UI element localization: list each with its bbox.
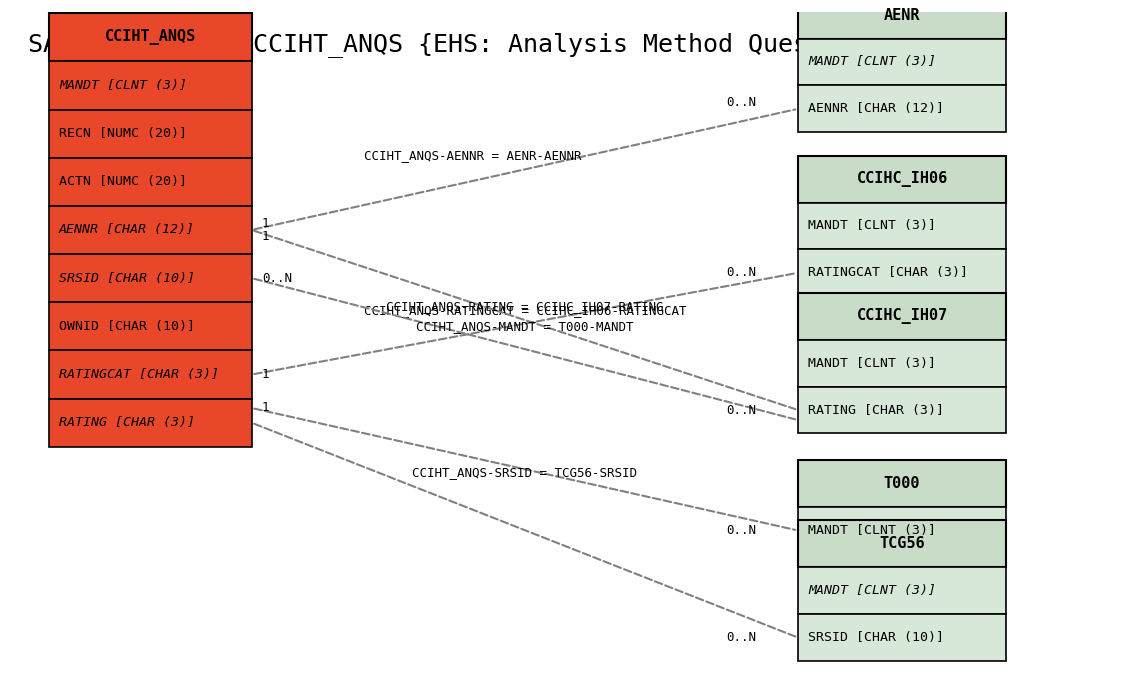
Text: 0..N: 0..N: [726, 403, 757, 416]
Text: AENR: AENR: [884, 8, 920, 23]
FancyBboxPatch shape: [49, 13, 252, 61]
FancyBboxPatch shape: [49, 61, 252, 109]
Text: CCIHT_ANQS-RATINGCAT = CCIHC_IH06-RATINGCAT: CCIHT_ANQS-RATINGCAT = CCIHC_IH06-RATING…: [363, 304, 686, 317]
Text: RATING [CHAR (3)]: RATING [CHAR (3)]: [809, 403, 944, 416]
Text: SRSID: SRSID: [809, 631, 848, 644]
FancyBboxPatch shape: [49, 206, 252, 254]
Text: SAP ABAP table CCIHT_ANQS {EHS: Analysis Method Questionnaire}: SAP ABAP table CCIHT_ANQS {EHS: Analysis…: [28, 32, 958, 57]
Text: 0..N: 0..N: [262, 272, 292, 285]
FancyBboxPatch shape: [797, 340, 1006, 387]
Text: MANDT: MANDT: [809, 219, 848, 233]
FancyBboxPatch shape: [797, 460, 1006, 507]
Text: T000: T000: [884, 476, 920, 491]
Text: MANDT [CLNT (3)]: MANDT [CLNT (3)]: [809, 356, 936, 369]
FancyBboxPatch shape: [797, 202, 1006, 249]
Text: 0..N: 0..N: [726, 524, 757, 537]
Text: MANDT [CLNT (3)]: MANDT [CLNT (3)]: [59, 79, 187, 92]
Text: CCIHT_ANQS-MANDT = T000-MANDT: CCIHT_ANQS-MANDT = T000-MANDT: [416, 321, 634, 334]
FancyBboxPatch shape: [797, 85, 1006, 132]
Text: MANDT: MANDT: [809, 356, 848, 369]
Text: 0..N: 0..N: [726, 631, 757, 644]
FancyBboxPatch shape: [797, 249, 1006, 297]
FancyBboxPatch shape: [49, 254, 252, 302]
Text: 1: 1: [262, 217, 270, 230]
Text: MANDT: MANDT: [809, 56, 848, 69]
FancyBboxPatch shape: [797, 39, 1006, 85]
Text: MANDT: MANDT: [809, 584, 848, 597]
Text: CCIHT_ANQS: CCIHT_ANQS: [105, 29, 195, 45]
Text: CCIHC_IH06: CCIHC_IH06: [856, 171, 948, 187]
FancyBboxPatch shape: [797, 293, 1006, 340]
FancyBboxPatch shape: [49, 109, 252, 158]
Text: RATINGCAT [CHAR (3)]: RATINGCAT [CHAR (3)]: [809, 266, 968, 279]
FancyBboxPatch shape: [797, 614, 1006, 661]
Text: SRSID [CHAR (10)]: SRSID [CHAR (10)]: [809, 631, 944, 644]
Text: OWNID [CHAR (10)]: OWNID [CHAR (10)]: [59, 320, 195, 333]
Text: CCIHC_IH07: CCIHC_IH07: [856, 308, 948, 324]
Text: MANDT [CLNT (3)]: MANDT [CLNT (3)]: [809, 584, 936, 597]
Text: AENNR [CHAR (12)]: AENNR [CHAR (12)]: [59, 224, 195, 237]
FancyBboxPatch shape: [797, 507, 1006, 554]
FancyBboxPatch shape: [797, 568, 1006, 614]
Text: RATINGCAT [CHAR (3)]: RATINGCAT [CHAR (3)]: [59, 368, 219, 381]
FancyBboxPatch shape: [797, 0, 1006, 39]
Text: 0..N: 0..N: [726, 266, 757, 279]
Text: 1: 1: [262, 402, 270, 414]
Text: CCIHT_ANQS-AENNR = AENR-AENNR: CCIHT_ANQS-AENNR = AENR-AENNR: [364, 149, 581, 162]
Text: ACTN [NUMC (20)]: ACTN [NUMC (20)]: [59, 175, 187, 189]
Text: SRSID [CHAR (10)]: SRSID [CHAR (10)]: [59, 272, 195, 285]
Text: RATINGCAT: RATINGCAT: [809, 266, 880, 279]
Text: 1: 1: [262, 230, 270, 243]
FancyBboxPatch shape: [797, 520, 1006, 568]
Text: RECN [NUMC (20)]: RECN [NUMC (20)]: [59, 127, 187, 140]
Text: RECN: RECN: [59, 127, 91, 140]
Text: ACTN: ACTN: [59, 175, 91, 189]
FancyBboxPatch shape: [797, 155, 1006, 202]
Text: TCG56: TCG56: [879, 537, 925, 551]
Text: MANDT: MANDT: [59, 79, 99, 92]
FancyBboxPatch shape: [49, 158, 252, 206]
Text: MANDT: MANDT: [809, 524, 848, 537]
Text: AENNR: AENNR: [809, 103, 848, 116]
Text: 0..N: 0..N: [726, 96, 757, 109]
FancyBboxPatch shape: [797, 387, 1006, 433]
FancyBboxPatch shape: [49, 302, 252, 350]
Text: AENNR [CHAR (12)]: AENNR [CHAR (12)]: [809, 103, 944, 116]
Text: RATING [CHAR (3)]: RATING [CHAR (3)]: [59, 416, 195, 429]
Text: RATING: RATING: [809, 403, 856, 416]
Text: 1: 1: [262, 368, 270, 381]
Text: CCIHT_ANQS-SRSID = TCG56-SRSID: CCIHT_ANQS-SRSID = TCG56-SRSID: [412, 466, 637, 479]
Text: MANDT [CLNT (3)]: MANDT [CLNT (3)]: [809, 219, 936, 233]
Text: MANDT [CLNT (3)]: MANDT [CLNT (3)]: [809, 56, 936, 69]
Text: MANDT [CLNT (3)]: MANDT [CLNT (3)]: [809, 524, 936, 537]
Text: CCIHT_ANQS-RATING = CCIHC_IH07-RATING: CCIHT_ANQS-RATING = CCIHC_IH07-RATING: [386, 300, 663, 313]
FancyBboxPatch shape: [49, 350, 252, 398]
FancyBboxPatch shape: [49, 398, 252, 447]
